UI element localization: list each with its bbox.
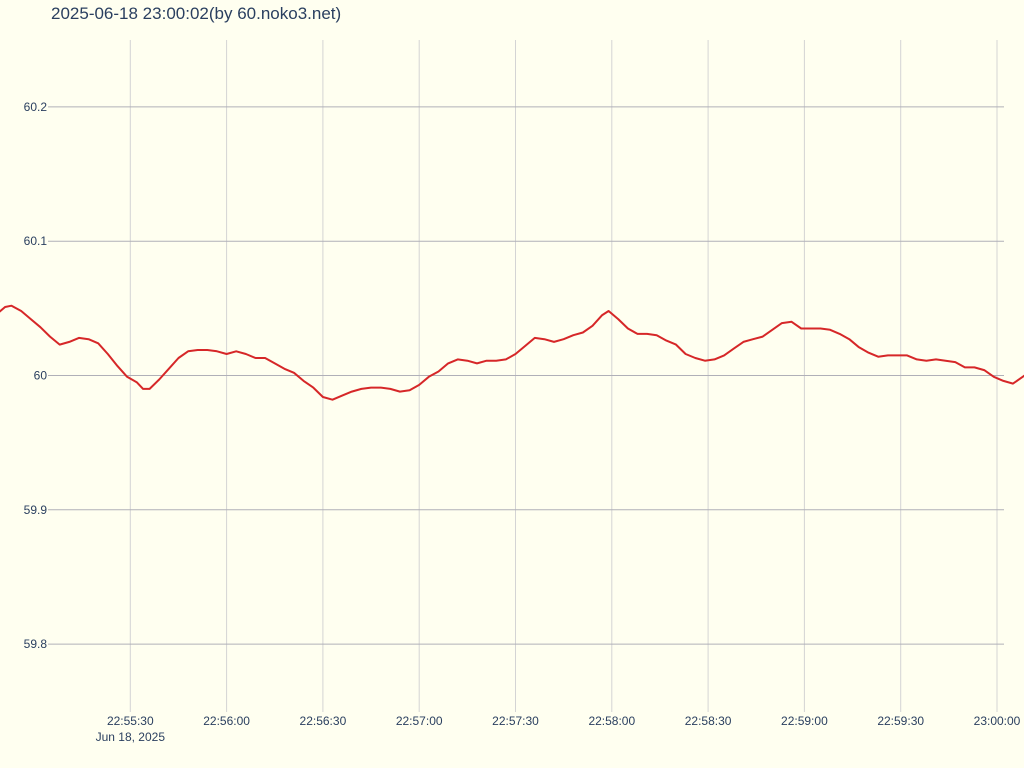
series-layer <box>0 304 1024 401</box>
x-tick-label: 23:00:00 <box>974 714 1021 728</box>
x-tick-label: 22:56:00 <box>203 714 250 728</box>
chart-title: 2025-06-18 23:00:02(by 60.noko3.net) <box>51 4 342 23</box>
x-tick-label: 22:55:30 <box>107 714 154 728</box>
y-tick-label: 59.8 <box>24 637 48 651</box>
x-tick-label: 22:59:30 <box>877 714 924 728</box>
y-tick-label: 60.2 <box>24 100 48 114</box>
x-tick-label: 22:58:00 <box>588 714 635 728</box>
x-tick-label: 22:57:00 <box>396 714 443 728</box>
x-tick-label: 22:58:30 <box>685 714 732 728</box>
x-tick-sublabel: Jun 18, 2025 <box>96 730 166 744</box>
y-tick-label: 59.9 <box>24 503 48 517</box>
y-tick-labels: 60.2 60.1 60 59.9 59.8 <box>24 100 48 651</box>
series-line <box>0 304 1024 401</box>
x-tick-label: 22:59:00 <box>781 714 828 728</box>
x-tick-label: 22:57:30 <box>492 714 539 728</box>
y-tick-label: 60.1 <box>24 234 48 248</box>
y-gridlines <box>48 106 1004 645</box>
x-tick-labels: 22:55:30 Jun 18, 2025 22:56:00 22:56:30 22:5… <box>96 714 1021 744</box>
y-tick-label: 60 <box>34 369 48 383</box>
x-tick-label: 22:56:30 <box>300 714 347 728</box>
